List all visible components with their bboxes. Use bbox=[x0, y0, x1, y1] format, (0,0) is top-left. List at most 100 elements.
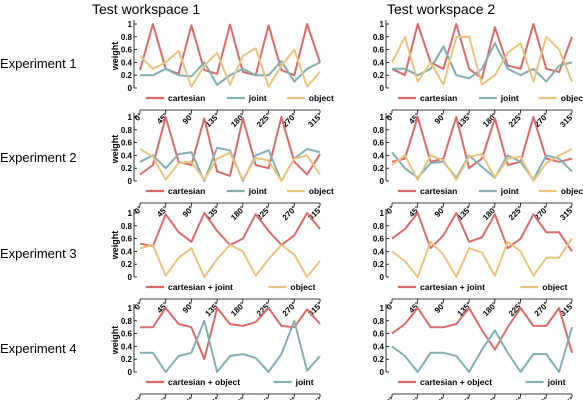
y-tick-label: 1 bbox=[128, 304, 133, 313]
legend-label: cartesian bbox=[168, 93, 205, 103]
x-tick-label: 135° bbox=[455, 395, 473, 400]
y-axis-label: weight bbox=[110, 135, 120, 165]
series-line bbox=[391, 307, 573, 354]
x-tick-label: 90° bbox=[181, 395, 196, 400]
y-tick-label: 0 bbox=[380, 84, 385, 93]
legend-label: cartesian bbox=[420, 93, 457, 103]
x-tick-label: 180° bbox=[229, 395, 247, 400]
series-line bbox=[391, 212, 573, 252]
x-tick-label: 225° bbox=[507, 395, 525, 400]
series-line bbox=[391, 116, 573, 170]
row-label-experiment-2: Experiment 2 bbox=[0, 150, 77, 165]
x-tick-label: 90° bbox=[433, 204, 448, 219]
row-label-experiment-4: Experiment 4 bbox=[0, 341, 77, 356]
legend-label: cartesian bbox=[420, 186, 457, 196]
y-tick-label: 0.6 bbox=[373, 46, 385, 55]
y-tick-label: 0.8 bbox=[373, 222, 385, 231]
legend-label: joint bbox=[500, 93, 519, 103]
y-tick-label: 0 bbox=[380, 273, 385, 282]
x-tick-label: 315° bbox=[558, 204, 576, 222]
legend-label: joint bbox=[500, 186, 519, 196]
y-tick-label: 0 bbox=[380, 177, 385, 186]
y-tick-label: 0.6 bbox=[373, 330, 385, 339]
chart-panel: 00.20.40.60.81weight0°45°90°135°180°225°… bbox=[110, 20, 334, 129]
y-tick-label: 1 bbox=[380, 20, 385, 29]
x-tick-label: 0° bbox=[133, 300, 145, 312]
x-tick-label: 135° bbox=[203, 204, 221, 222]
y-tick-label: 0.2 bbox=[373, 355, 385, 364]
series-line bbox=[139, 116, 321, 177]
y-tick-label: 0.2 bbox=[373, 260, 385, 269]
y-tick-label: 0.8 bbox=[373, 126, 385, 135]
y-tick-label: 0.8 bbox=[373, 33, 385, 42]
series-line bbox=[391, 23, 573, 80]
y-axis-label: weight bbox=[110, 326, 120, 356]
x-tick-label: 270° bbox=[281, 395, 299, 400]
legend-label: object bbox=[290, 282, 315, 292]
y-tick-label: 0.6 bbox=[121, 139, 133, 148]
chart-panel: 00.20.40.60.810°45°90°135°180°225°270°31… bbox=[373, 304, 576, 400]
column-title-workspace-1: Test workspace 1 bbox=[92, 1, 201, 17]
x-tick-label: 180° bbox=[229, 204, 247, 222]
y-tick-label: 0.6 bbox=[121, 235, 133, 244]
y-tick-label: 0 bbox=[380, 368, 385, 377]
x-tick-label: 315° bbox=[306, 204, 324, 222]
y-axis-label: weight bbox=[110, 231, 120, 261]
y-tick-label: 0.4 bbox=[373, 247, 385, 256]
series-line bbox=[392, 42, 573, 83]
y-tick-label: 1 bbox=[128, 113, 133, 122]
series-line bbox=[140, 60, 321, 86]
x-tick-label: 0° bbox=[133, 395, 145, 400]
x-tick-label: 270° bbox=[533, 204, 551, 222]
legend-label: cartesian + joint bbox=[168, 282, 233, 292]
y-tick-label: 0.8 bbox=[121, 222, 133, 231]
series-line bbox=[391, 148, 573, 182]
x-tick-label: 315° bbox=[558, 395, 576, 400]
series-line bbox=[391, 326, 573, 373]
x-tick-label: 225° bbox=[507, 111, 525, 129]
x-tick-label: 45° bbox=[155, 395, 170, 400]
y-tick-label: 1 bbox=[128, 209, 133, 218]
x-tick-label: 0° bbox=[385, 111, 397, 123]
y-tick-label: 0.2 bbox=[373, 71, 385, 80]
y-axis-label: weight bbox=[110, 42, 120, 72]
row-label-experiment-3: Experiment 3 bbox=[0, 246, 77, 261]
series-line bbox=[139, 212, 321, 248]
x-tick-label: 225° bbox=[255, 204, 273, 222]
y-tick-label: 1 bbox=[380, 113, 385, 122]
x-tick-label: 315° bbox=[558, 111, 576, 129]
series-line bbox=[139, 47, 321, 88]
chart-panel: 00.20.40.60.81weight0°45°90°135°180°225°… bbox=[110, 304, 324, 400]
x-tick-label: 225° bbox=[255, 111, 273, 129]
x-tick-label: 270° bbox=[533, 395, 551, 400]
x-tick-label: 315° bbox=[306, 300, 324, 318]
chart-panel: 00.20.40.60.810°45°90°135°180°225°270°31… bbox=[373, 113, 583, 222]
legend-label: object bbox=[561, 93, 583, 103]
x-tick-label: 0° bbox=[385, 395, 397, 400]
y-tick-label: 0.8 bbox=[373, 317, 385, 326]
series-line bbox=[140, 307, 321, 361]
chart-panel: 00.20.40.60.810°45°90°135°180°225°270°31… bbox=[373, 20, 583, 129]
legend-label: object bbox=[561, 186, 583, 196]
y-tick-label: 0.8 bbox=[121, 126, 133, 135]
y-tick-label: 0.2 bbox=[121, 164, 133, 173]
series-line bbox=[139, 23, 321, 77]
chart-panel: 00.20.40.60.81weight0°45°90°135°180°225°… bbox=[110, 113, 334, 222]
y-tick-label: 1 bbox=[128, 20, 133, 29]
y-tick-label: 1 bbox=[380, 209, 385, 218]
legend-label: object bbox=[309, 93, 334, 103]
x-tick-label: 0° bbox=[385, 204, 397, 216]
y-tick-label: 0.4 bbox=[373, 58, 385, 67]
legend-label: cartesian + object bbox=[168, 377, 240, 387]
y-tick-label: 0.4 bbox=[121, 151, 133, 160]
x-tick-label: 90° bbox=[433, 395, 448, 400]
x-tick-label: 270° bbox=[281, 204, 299, 222]
x-tick-label: 180° bbox=[229, 300, 247, 318]
y-tick-label: 0.4 bbox=[373, 342, 385, 351]
legend-label: cartesian + joint bbox=[420, 282, 485, 292]
y-tick-label: 0.6 bbox=[373, 139, 385, 148]
x-tick-label: 90° bbox=[433, 300, 448, 315]
legend-label: object bbox=[542, 282, 567, 292]
x-tick-label: 90° bbox=[181, 111, 196, 126]
row-label-experiment-1: Experiment 1 bbox=[0, 56, 77, 71]
